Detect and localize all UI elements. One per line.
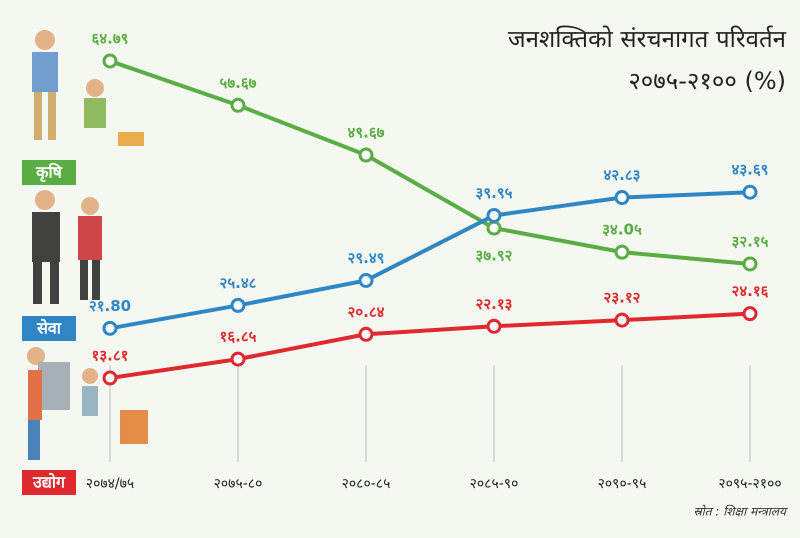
data-point — [486, 220, 502, 236]
chart-subtitle: २०७५-२१०० (%) — [628, 67, 786, 95]
x-tick-label: २०९५-२१०० — [718, 476, 781, 492]
x-tick-label: २०८०-८५ — [342, 476, 391, 492]
x-tick-label: २०७५-८० — [214, 476, 263, 492]
data-point — [358, 147, 374, 163]
data-point — [230, 97, 246, 113]
data-point — [358, 272, 374, 288]
data-point — [742, 256, 758, 272]
data-label: ३९.९५ — [476, 184, 513, 202]
data-point — [102, 53, 118, 69]
data-label: २५.४८ — [220, 274, 257, 292]
illustration — [27, 30, 148, 460]
data-label: ३४.0५ — [602, 221, 642, 239]
x-tick-label: २०७४/७५ — [86, 476, 134, 492]
data-label: ४२.८३ — [604, 166, 641, 184]
data-point — [614, 244, 630, 260]
legend-swatch — [22, 160, 76, 185]
data-label: २१.80 — [89, 297, 131, 315]
data-label: २३.१२ — [604, 289, 641, 307]
series-line — [109, 190, 751, 331]
data-point — [486, 318, 502, 334]
data-label: ६४.७९ — [92, 30, 129, 48]
series-line — [109, 311, 751, 380]
data-point — [358, 326, 374, 342]
data-label: २४.१६ — [732, 282, 769, 300]
data-point — [230, 297, 246, 313]
chart-title: जनशक्तिको संरचनागत परिवर्तन — [508, 25, 787, 53]
legend-label: सेवा — [36, 319, 62, 338]
data-point — [486, 207, 502, 223]
plot-area: २०७४/७५ २०७५-८० २०८०-८५ २०८५-९० २०९०-९५ २०९५-… — [22, 30, 782, 495]
legend-swatch — [22, 470, 76, 495]
legend-swatch — [22, 316, 76, 341]
data-point — [102, 370, 118, 386]
data-point — [614, 190, 630, 206]
legend-label: उद्योग — [32, 473, 66, 492]
data-point — [742, 184, 758, 200]
source-note: स्रोत : शिक्षा मन्त्रालय — [693, 505, 788, 519]
data-label: २०.८४ — [348, 303, 385, 321]
data-point — [102, 320, 118, 336]
data-label: ३२.१५ — [732, 232, 769, 250]
x-tick-label: २०९०-९५ — [598, 476, 647, 492]
legend-label: कृषि — [35, 163, 62, 183]
series-line — [109, 59, 751, 266]
data-label: ३७.९२ — [476, 247, 513, 265]
data-point — [230, 351, 246, 367]
data-label: १६.८५ — [220, 328, 257, 346]
data-label: ५७.६७ — [220, 74, 257, 92]
x-tick-label: २०८५-९० — [470, 476, 519, 492]
data-label: २२.१३ — [476, 295, 513, 313]
data-label: १३.८१ — [92, 347, 129, 365]
data-label: २९.४९ — [348, 249, 385, 267]
data-label: ४९.६७ — [348, 124, 385, 142]
data-point — [742, 306, 758, 322]
data-point — [614, 312, 630, 328]
data-label: ४३.६९ — [732, 161, 769, 179]
